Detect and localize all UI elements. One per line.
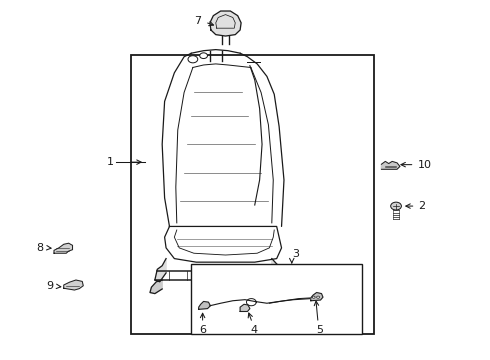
Polygon shape — [277, 280, 290, 294]
Circle shape — [200, 53, 207, 59]
Polygon shape — [155, 258, 166, 282]
Text: 9: 9 — [47, 282, 53, 292]
Text: 2: 2 — [418, 201, 426, 211]
Circle shape — [312, 296, 315, 298]
Text: 4: 4 — [250, 325, 257, 336]
Polygon shape — [381, 161, 400, 169]
Bar — [192, 264, 362, 334]
Text: 7: 7 — [194, 17, 201, 26]
Text: 8: 8 — [37, 243, 44, 253]
Polygon shape — [64, 280, 83, 290]
Text: 1: 1 — [106, 157, 114, 167]
Bar — [130, 55, 374, 334]
Polygon shape — [150, 280, 162, 294]
Text: 10: 10 — [418, 159, 432, 170]
Polygon shape — [240, 304, 250, 311]
Polygon shape — [54, 243, 73, 253]
Circle shape — [317, 296, 319, 298]
Polygon shape — [199, 301, 210, 309]
Circle shape — [188, 56, 198, 63]
Polygon shape — [311, 293, 323, 301]
Polygon shape — [210, 11, 241, 36]
Polygon shape — [272, 258, 284, 282]
Text: 5: 5 — [316, 325, 323, 336]
Text: 6: 6 — [199, 325, 206, 336]
Text: 3: 3 — [292, 249, 299, 259]
Circle shape — [391, 202, 401, 210]
